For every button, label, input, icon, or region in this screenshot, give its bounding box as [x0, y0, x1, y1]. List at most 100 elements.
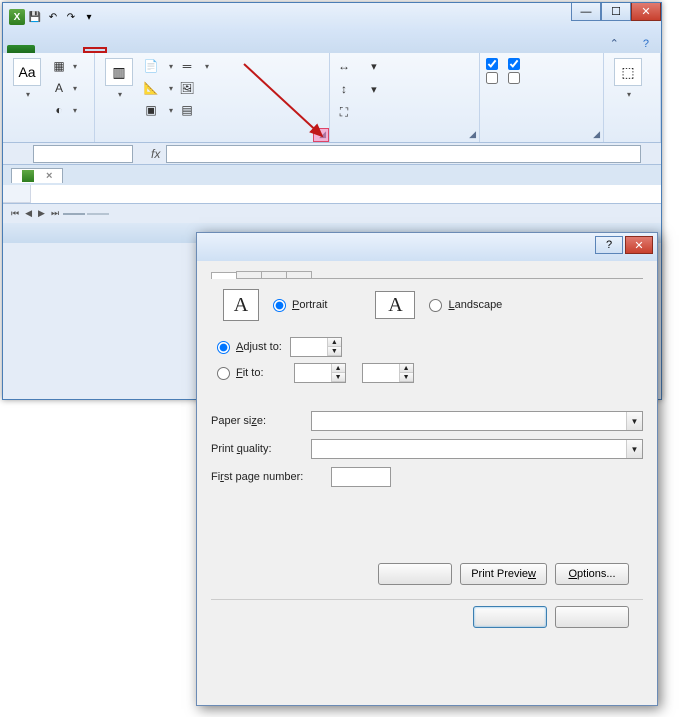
margins-icon: ▥ [105, 58, 133, 86]
background-icon: 🖼 [179, 80, 195, 96]
sheet-nav-prev[interactable]: ◀ [23, 208, 34, 219]
gridlines-print-check[interactable] [486, 72, 502, 84]
portrait-radio[interactable]: Portrait [273, 299, 327, 312]
select-all-corner[interactable] [3, 185, 31, 203]
print-titles-icon: ▤ [179, 102, 195, 118]
print-quality-label: Print quality: [211, 443, 301, 455]
scale-row[interactable]: ⛶ [336, 102, 377, 122]
maximize-button[interactable]: ☐ [601, 3, 631, 21]
qat-redo-icon[interactable]: ↷ [63, 9, 79, 25]
sheet-tabs: ⏮ ◀ ▶ ⏭ [3, 203, 661, 223]
size-icon: 📐 [143, 80, 159, 96]
dialog-tab-sheet[interactable] [286, 271, 312, 278]
close-button[interactable]: ✕ [631, 3, 661, 21]
name-box[interactable] [33, 145, 133, 163]
theme-colors[interactable]: ▦ [51, 56, 77, 76]
scale-launcher[interactable]: ◢ [469, 129, 476, 140]
themes-icon: Aa [13, 58, 41, 86]
group-scale-label [336, 138, 473, 142]
group-page-setup-label [101, 138, 323, 142]
page-setup-dialog: ? ✕ A Portrait A Landscape Adjust to: ▲▼ [196, 232, 658, 706]
workbook-close-icon[interactable]: × [46, 170, 52, 182]
ribbon-tabs: ⌃ ? [3, 31, 661, 53]
workbook-icon [22, 170, 34, 182]
minimize-button[interactable]: — [571, 3, 601, 21]
dialog-tabs [211, 271, 643, 279]
help-icon[interactable]: ? [631, 35, 661, 53]
group-sheet-options-label [486, 138, 597, 142]
fit-height-spinner[interactable]: ▲▼ [362, 363, 414, 383]
first-page-label: First page number: [211, 471, 321, 483]
margins-button[interactable]: ▥ [101, 56, 137, 102]
print-preview-button[interactable]: Print Preview [460, 563, 547, 585]
dialog-help-button[interactable]: ? [595, 236, 623, 254]
sheet-nav-last[interactable]: ⏭ [49, 208, 61, 219]
print-area-button[interactable]: ▣ [143, 100, 173, 120]
scale-icon: ⛶ [336, 104, 352, 120]
ribbon: Aa ▦ A ◐ ▥ 📄 📐 ▣ [3, 53, 661, 143]
width-icon: ↔ [336, 58, 352, 74]
sheet-options-launcher[interactable]: ◢ [593, 129, 600, 140]
effects-icon: ◐ [51, 102, 67, 118]
background-button[interactable]: 🖼 [179, 78, 209, 98]
sheet-tab-1[interactable] [63, 213, 85, 215]
fit-width-spinner[interactable]: ▲▼ [294, 363, 346, 383]
orientation-icon: 📄 [143, 58, 159, 74]
worksheet-grid[interactable] [3, 185, 661, 203]
formula-bar[interactable] [166, 145, 641, 163]
sheet-nav-next[interactable]: ▶ [36, 208, 47, 219]
print-titles-button[interactable]: ▤ [179, 100, 209, 120]
landscape-icon: A [375, 291, 415, 319]
headings-print-check[interactable] [508, 72, 524, 84]
fit-to-radio[interactable]: Fit to: [217, 367, 264, 380]
qat-save-icon[interactable]: 💾 [27, 9, 43, 25]
themes-button[interactable]: Aa [9, 56, 45, 102]
landscape-radio[interactable]: Landscape [429, 299, 502, 312]
launcher-highlight [313, 128, 329, 142]
dialog-titlebar: ? ✕ [197, 233, 657, 261]
arrange-button[interactable]: ⬚ [610, 56, 646, 102]
tab-file[interactable] [7, 45, 35, 53]
print-button[interactable] [378, 563, 452, 585]
fonts-icon: A [51, 80, 67, 96]
size-button[interactable]: 📐 [143, 78, 173, 98]
paper-size-label: Paper size: [211, 415, 301, 427]
options-button[interactable]: Options... [555, 563, 629, 585]
print-area-icon: ▣ [143, 102, 159, 118]
headings-view-check[interactable] [508, 58, 524, 70]
titlebar: X 💾 ↶ ↷ ▾ — ☐ ✕ [3, 3, 661, 31]
dialog-tab-header-footer[interactable] [261, 271, 287, 278]
height-row[interactable]: ↕ ▾ [336, 79, 377, 99]
orientation-button[interactable]: 📄 [143, 56, 173, 76]
dialog-tab-page[interactable] [211, 272, 237, 279]
height-icon: ↕ [336, 81, 352, 97]
width-row[interactable]: ↔ ▾ [336, 56, 377, 76]
qat-undo-icon[interactable]: ↶ [45, 9, 61, 25]
ok-button[interactable] [473, 606, 547, 628]
breaks-button[interactable]: ═ [179, 56, 209, 76]
print-quality-combo[interactable]: ▼ [311, 439, 643, 459]
breaks-icon: ═ [179, 58, 195, 74]
sheet-tab-2[interactable] [87, 213, 109, 215]
ribbon-minimize-icon[interactable]: ⌃ [598, 34, 631, 53]
formula-bar-row: fx [3, 143, 661, 165]
portrait-icon: A [223, 289, 259, 321]
fx-icon[interactable]: fx [151, 147, 160, 161]
adjust-to-radio[interactable]: Adjust to: [217, 341, 282, 354]
first-page-input[interactable] [331, 467, 391, 487]
excel-icon: X [9, 9, 25, 25]
arrange-icon: ⬚ [614, 58, 642, 86]
workbook-tabs: × [3, 165, 661, 185]
dialog-close-button[interactable]: ✕ [625, 236, 653, 254]
theme-effects[interactable]: ◐ [51, 100, 77, 120]
group-themes-label [9, 138, 88, 142]
qat-dropdown-icon[interactable]: ▾ [81, 9, 97, 25]
adjust-spinner[interactable]: ▲▼ [290, 337, 342, 357]
paper-size-combo[interactable]: ▼ [311, 411, 643, 431]
sheet-nav-first[interactable]: ⏮ [9, 208, 21, 219]
gridlines-view-check[interactable] [486, 58, 502, 70]
theme-fonts[interactable]: A [51, 78, 77, 98]
cancel-button[interactable] [555, 606, 629, 628]
workbook-tab[interactable]: × [11, 168, 63, 183]
dialog-tab-margins[interactable] [236, 271, 262, 278]
